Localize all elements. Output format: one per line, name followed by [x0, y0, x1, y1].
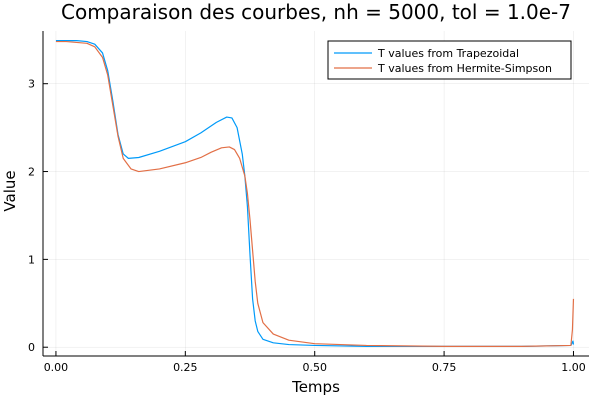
ticks: 0.00 0.25 0.50 0.75 1.00 0 1 2 3 [28, 78, 586, 374]
chart-title: Comparaison des courbes, nh = 5000, tol … [61, 0, 571, 24]
legend-label-trapezoidal: T values from Trapezoidal [377, 47, 519, 60]
x-tick-label: 1.00 [561, 361, 586, 374]
legend: T values from Trapezoidal T values from … [327, 40, 572, 80]
legend-label-hermite-simpson: T values from Hermite-Simpson [377, 62, 552, 75]
axes [42, 31, 589, 357]
x-tick-label: 0.25 [173, 361, 198, 374]
grid [43, 31, 589, 356]
series-group [55, 40, 575, 347]
series-line-hermite-simpson [55, 40, 575, 347]
y-tick-label: 2 [28, 166, 35, 179]
y-axis-label: Value [1, 170, 19, 211]
y-tick-label: 3 [28, 78, 35, 91]
legend-box [327, 40, 572, 80]
y-tick-label: 1 [28, 253, 35, 266]
series-line-trapezoidal [55, 40, 575, 347]
x-tick-label: 0.00 [44, 361, 69, 374]
y-tick-label: 0 [28, 341, 35, 354]
x-axis-label: Temps [291, 378, 340, 396]
x-tick-label: 0.50 [302, 361, 327, 374]
x-tick-label: 0.75 [432, 361, 457, 374]
